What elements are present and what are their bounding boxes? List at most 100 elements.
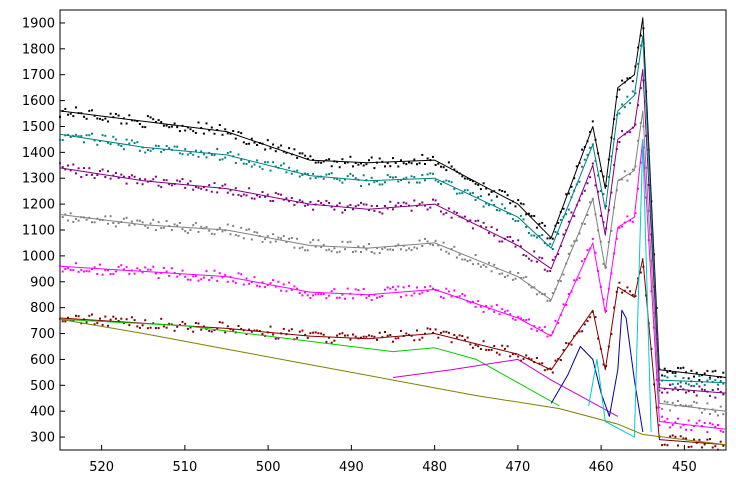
data-point [352, 297, 354, 300]
data-point [711, 380, 714, 383]
data-point [679, 403, 682, 406]
data-point [471, 346, 474, 349]
data-point [432, 244, 434, 247]
data-point [581, 165, 584, 168]
data-point [461, 216, 464, 219]
data-point [607, 241, 610, 243]
data-point [685, 382, 687, 385]
data-point [722, 431, 725, 433]
data-point [474, 199, 477, 201]
data-point [200, 278, 203, 281]
data-point [64, 268, 67, 270]
data-point [288, 166, 291, 169]
data-point [328, 294, 331, 297]
data-point [178, 152, 181, 155]
data-point [527, 212, 530, 215]
data-point [181, 153, 184, 156]
data-point [88, 167, 91, 170]
data-point [655, 352, 658, 355]
data-point [229, 150, 232, 153]
data-point [623, 106, 626, 109]
data-point [607, 209, 610, 212]
data-point [626, 179, 629, 182]
data-point [88, 314, 91, 317]
data-point [565, 213, 568, 216]
data-point [197, 121, 200, 124]
x-tick-label: 460 [589, 460, 614, 475]
data-point [519, 317, 522, 320]
data-point [447, 252, 450, 255]
data-point [687, 390, 690, 393]
data-point [346, 161, 349, 164]
data-point [434, 199, 437, 202]
data-point [543, 268, 546, 271]
data-point [605, 266, 608, 269]
data-point [421, 174, 424, 176]
data-point [197, 322, 200, 325]
data-point [218, 158, 221, 161]
data-point [445, 211, 448, 214]
data-point [578, 232, 581, 235]
data-point [320, 332, 323, 335]
data-point [336, 334, 339, 337]
data-point [498, 189, 501, 192]
data-point [370, 335, 373, 338]
data-point [613, 206, 616, 209]
data-point [485, 202, 488, 205]
data-point [602, 193, 605, 196]
data-point [128, 142, 131, 145]
data-point [461, 335, 464, 337]
data-point [386, 334, 389, 337]
data-point [653, 383, 656, 386]
data-point [418, 203, 421, 205]
data-point [365, 296, 368, 299]
data-point [479, 188, 482, 191]
data-point [157, 221, 160, 224]
data-point [450, 341, 453, 344]
data-point [661, 391, 664, 394]
data-point [176, 275, 179, 278]
data-point [216, 191, 219, 194]
data-point [232, 130, 235, 132]
series-line [59, 318, 727, 446]
data-point [72, 134, 75, 137]
data-point [402, 244, 405, 247]
data-point [647, 184, 650, 186]
data-point [381, 160, 384, 163]
series-line [588, 138, 652, 438]
data-point [421, 245, 424, 247]
data-point [130, 119, 133, 122]
data-point [192, 330, 195, 333]
data-point [384, 288, 386, 291]
data-point [535, 226, 538, 229]
data-point [495, 209, 498, 211]
data-point [306, 203, 309, 206]
data-point [538, 362, 541, 365]
data-point [661, 444, 664, 447]
y-tick-label: 1600 [22, 94, 55, 109]
data-point [690, 445, 693, 448]
data-point [107, 222, 109, 225]
data-point [695, 401, 698, 404]
data-point [578, 180, 581, 183]
data-point [141, 324, 144, 327]
data-point [413, 158, 416, 161]
data-point [277, 166, 280, 169]
data-point [301, 294, 304, 297]
data-point [101, 219, 104, 221]
data-point [330, 165, 333, 168]
data-point [583, 146, 586, 148]
data-point [554, 319, 557, 322]
data-point [208, 229, 211, 232]
data-point [349, 240, 352, 243]
data-point [626, 131, 629, 134]
data-point [370, 298, 373, 301]
series-6 [59, 318, 727, 446]
data-point [602, 175, 605, 178]
data-point [109, 177, 112, 180]
data-point [221, 184, 224, 187]
data-point [698, 419, 701, 422]
data-point [666, 376, 669, 379]
data-point [320, 175, 323, 178]
data-point [165, 326, 168, 329]
